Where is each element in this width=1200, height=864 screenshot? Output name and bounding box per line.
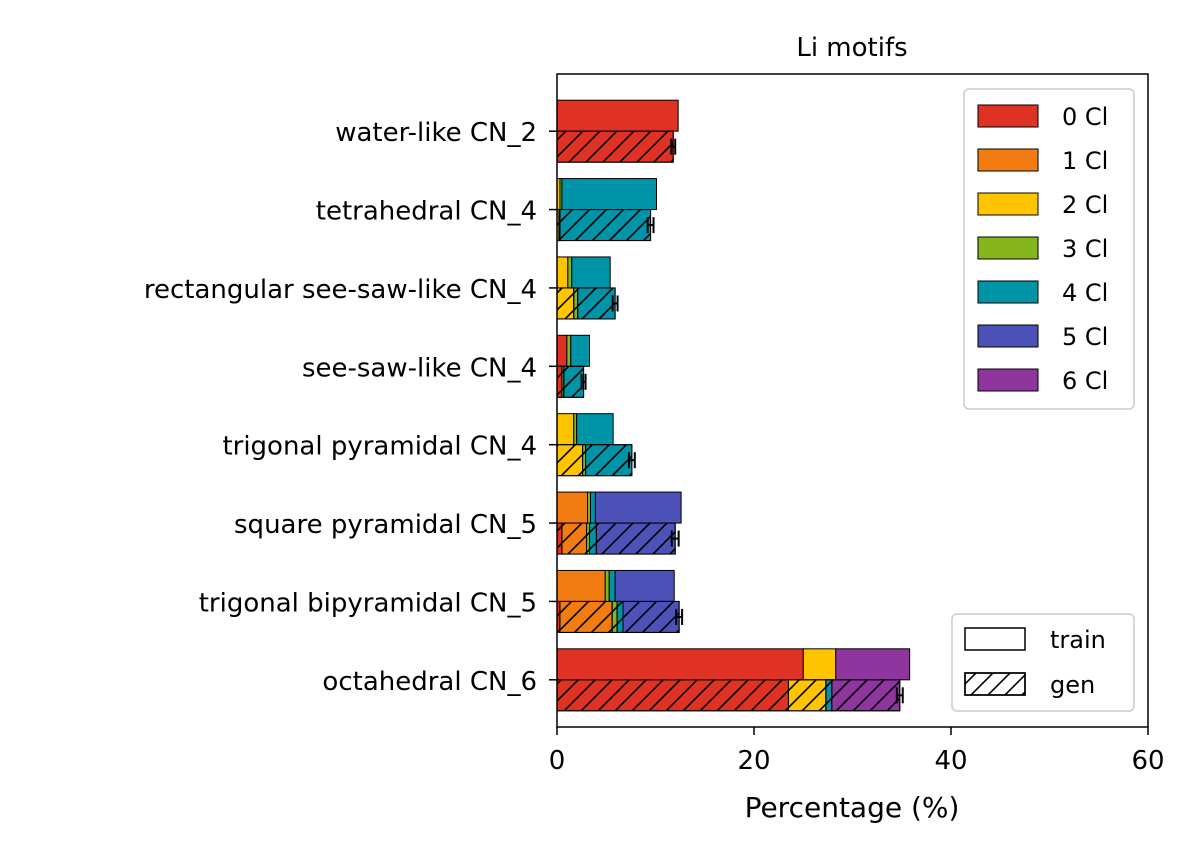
legend-swatch — [977, 192, 1039, 216]
x-tick-label: 60 — [1131, 746, 1164, 776]
x-tick-label: 20 — [737, 746, 770, 776]
bar-train-4-series-0 — [556, 334, 568, 367]
legend-swatch — [977, 280, 1039, 304]
hatch-overlay-3-series-3 — [573, 287, 579, 320]
axes-layer: 0 20 40 60 water-like CN_2 tetrahedral CN_4re… — [144, 73, 1165, 776]
hatch-overlay-5-series-2 — [556, 444, 584, 477]
legend-label: 6 Cl — [1062, 367, 1108, 395]
legend-label: 5 Cl — [1062, 323, 1108, 351]
y-tick-label: trigonal pyramidal CN_4 — [222, 432, 537, 462]
bar-train-7-series-5 — [614, 569, 675, 602]
hatch-swatch-train — [964, 627, 1026, 651]
y-tick-label: water-like CN_2 — [335, 118, 537, 148]
hatch-legend-label: gen — [1050, 671, 1095, 699]
hatch-overlay-8-series-6 — [831, 679, 901, 712]
legend-label: 1 Cl — [1062, 147, 1108, 175]
hatch-overlay-6-series-5 — [595, 522, 676, 555]
legend-label: 3 Cl — [1062, 235, 1108, 263]
hatch-overlay-8-series-2 — [787, 679, 827, 712]
y-tick-label: see-saw-like CN_4 — [302, 353, 537, 383]
hatch-overlay-7-series-1 — [559, 600, 613, 633]
hatch-overlay-6-series-1 — [561, 522, 588, 555]
bar-train-3-series-3 — [567, 256, 573, 289]
legend-swatch — [977, 324, 1039, 348]
legend-swatch — [977, 236, 1039, 260]
legend-swatch — [977, 148, 1039, 172]
plot-frame — [556, 73, 1149, 728]
bar-train-3-series-4 — [571, 256, 611, 289]
bar-train-6-series-4 — [589, 491, 596, 524]
bar-train-5-series-4 — [576, 413, 614, 446]
bar-train-7-series-3 — [604, 569, 610, 602]
x-tick-label: 40 — [934, 746, 967, 776]
hatch-overlay-3-series-2 — [556, 287, 575, 320]
hatch-overlay-2-series-4 — [559, 209, 652, 242]
bar-train-6-series-5 — [594, 491, 682, 524]
legend-label: 2 Cl — [1062, 191, 1108, 219]
bar-train-8-series-0 — [556, 648, 804, 681]
hatch-overlay-5-series-4 — [585, 444, 633, 477]
hatch-overlay-3-series-4 — [577, 287, 616, 320]
hatch-overlay-7-series-4 — [616, 600, 624, 633]
bar-train-8-series-6 — [835, 648, 911, 681]
legend-swatch — [977, 368, 1039, 392]
bar-train-3-series-2 — [556, 256, 569, 289]
hatch-overlay-1-series-0 — [556, 130, 674, 163]
bar-train-4-series-3 — [566, 334, 572, 367]
bar-train-1-series-0 — [556, 99, 679, 132]
y-tick-label: rectangular see-saw-like CN_4 — [144, 275, 537, 305]
bar-train-8-series-2 — [802, 648, 837, 681]
legend-label: 0 Cl — [1062, 103, 1108, 131]
legend-label: 4 Cl — [1062, 279, 1108, 307]
y-tick-label: square pyramidal CN_5 — [234, 510, 537, 540]
color-legend: 0 Cl 1 Cl 2 Cl 3 Cl 4 Cl 5 Cl 6 Cl — [963, 88, 1135, 410]
bars-layer — [556, 99, 911, 712]
hatch-overlay-8-series-0 — [556, 679, 789, 712]
chart-title: Li motifs — [796, 33, 907, 63]
hatch-legend-label: train — [1050, 626, 1106, 654]
hatch-overlay-7-series-5 — [622, 600, 680, 633]
x-axis-label: Percentage (%) — [745, 791, 960, 824]
bar-train-2-series-4 — [561, 178, 657, 211]
x-tick-label: 0 — [549, 746, 566, 776]
bar-train-6-series-1 — [556, 491, 589, 524]
hatch-legend: train gen — [951, 613, 1135, 712]
bar-train-7-series-1 — [556, 569, 606, 602]
hatch-swatch-pattern — [964, 672, 1026, 696]
bar-train-5-series-2 — [556, 413, 575, 446]
y-tick-label: tetrahedral CN_4 — [316, 197, 537, 227]
legend-swatch — [977, 104, 1039, 128]
bar-train-4-series-4 — [570, 334, 591, 367]
bar-train-7-series-4 — [608, 569, 616, 602]
hatch-overlay-8-series-4 — [825, 679, 833, 712]
hatch-overlay-6-series-4 — [589, 522, 597, 555]
y-tick-label: trigonal bipyramidal CN_5 — [199, 588, 537, 618]
y-tick-label: octahedral CN_6 — [322, 667, 537, 697]
hatch-overlay-7-series-3 — [611, 600, 618, 633]
